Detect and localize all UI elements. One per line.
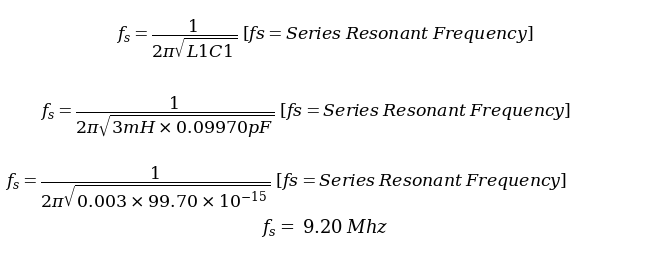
Text: $f_s = \dfrac{1}{2\pi\sqrt{0.003 \times 99.70 \times 10^{-15}}}\;[fs = Series\;R: $f_s = \dfrac{1}{2\pi\sqrt{0.003 \times … [5, 165, 567, 211]
Text: $f_s = \dfrac{1}{2\pi\sqrt{3mH \times 0.09970pF}}\;[fs = Series\;Resonant\;Frequ: $f_s = \dfrac{1}{2\pi\sqrt{3mH \times 0.… [40, 94, 571, 139]
Text: $f_s = \; 9.20 \; Mhz$: $f_s = \; 9.20 \; Mhz$ [261, 217, 389, 239]
Text: $f_s = \dfrac{1}{2\pi\sqrt{L1C1}}\;[fs = Series\;Resonant\;Frequency]$: $f_s = \dfrac{1}{2\pi\sqrt{L1C1}}\;[fs =… [116, 18, 534, 60]
